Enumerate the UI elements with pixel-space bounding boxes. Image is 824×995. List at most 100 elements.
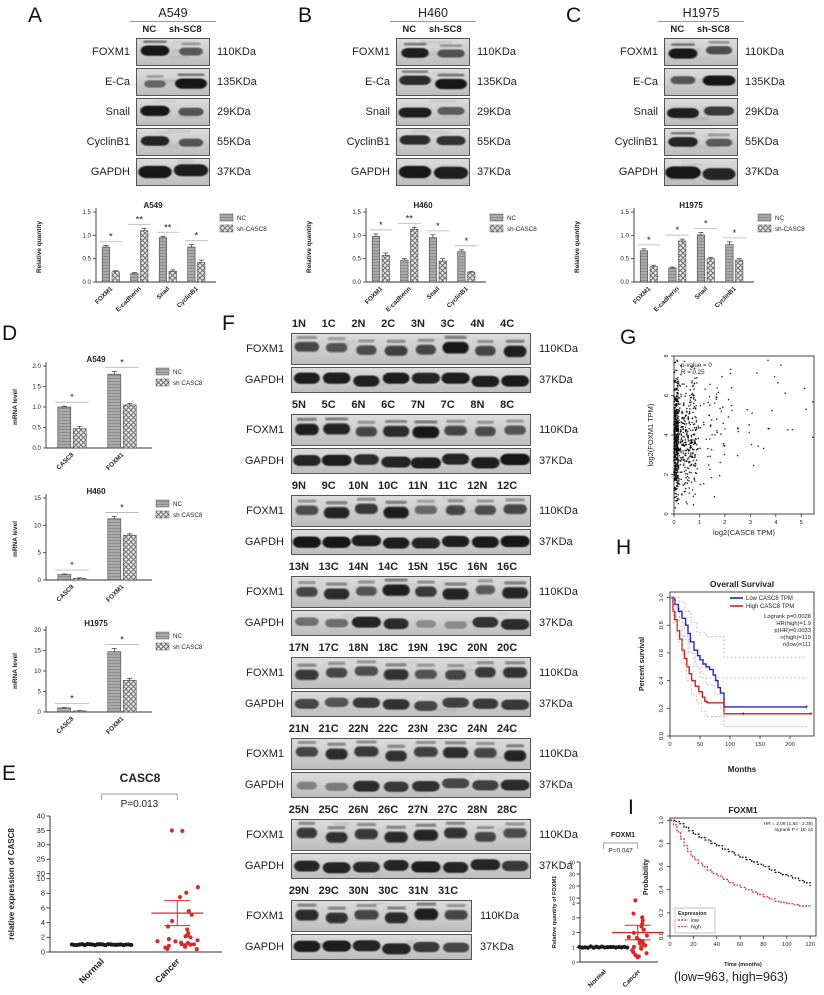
lane-label: 6C	[381, 399, 396, 411]
protein-label: FOXM1	[246, 829, 284, 841]
svg-text:Cancer: Cancer	[153, 956, 182, 985]
svg-text:Relative quantity: Relative quantity	[36, 221, 43, 273]
lane-labels: 13N 13C 14N 14C 15N 15C 16N 16C	[284, 561, 522, 574]
svg-text:HR(high)=1.9: HR(high)=1.9	[776, 621, 811, 627]
svg-text:10: 10	[569, 897, 575, 903]
svg-text:+: +	[805, 704, 809, 711]
survival-caption: (low=963, high=963)	[674, 970, 788, 984]
lane-label: 6N	[351, 399, 366, 411]
blot-row: GAPDH 37KDa	[222, 529, 590, 555]
blot-row: E-Ca 135KDa	[298, 68, 534, 96]
lane-label: NC	[670, 24, 685, 35]
svg-text:1.0: 1.0	[659, 594, 665, 602]
lane-label: 16N	[467, 561, 488, 573]
blot-image	[291, 610, 531, 636]
blot-row: GAPDH 37KDa	[222, 691, 590, 717]
svg-text:Logrank p=0.0028: Logrank p=0.0028	[764, 614, 811, 620]
protein-label: FOXM1	[246, 748, 284, 760]
svg-text:5: 5	[38, 689, 42, 696]
svg-text:0.0: 0.0	[659, 932, 665, 940]
svg-text:100: 100	[782, 942, 792, 948]
lane-label: 14N	[348, 561, 369, 573]
kda-label: 110KDa	[217, 46, 256, 58]
svg-text:5: 5	[38, 550, 42, 557]
lane-label: 11N	[408, 480, 428, 492]
svg-text:0.2: 0.2	[659, 909, 665, 917]
svg-text:4: 4	[664, 433, 670, 437]
blot-row: GAPDH 37KDa	[222, 853, 590, 879]
svg-text:0.5: 0.5	[82, 256, 91, 263]
svg-text:0.8: 0.8	[659, 621, 665, 629]
protein-label: Snail	[365, 106, 390, 118]
svg-text:Normal: Normal	[77, 956, 106, 985]
svg-text:8: 8	[664, 354, 670, 357]
lane-labels: 29N 29C 30N 30C 31N 31C	[284, 885, 463, 898]
svg-text:0.4: 0.4	[659, 676, 665, 685]
svg-text:1.0: 1.0	[32, 404, 41, 411]
lane-label: 14C	[378, 561, 399, 573]
lane-label: 4C	[500, 318, 515, 330]
protein-label: FOXM1	[620, 46, 658, 58]
svg-text:5: 5	[800, 520, 803, 526]
svg-text:E-cadherin: E-cadherin	[385, 285, 413, 313]
blot-row: Snail 29KDa	[38, 98, 274, 126]
panel-a-westernblot: A549 NC sh-SC8 FOXM1 110KDa E-Ca 135KDa Snail 29…	[38, 6, 274, 186]
svg-text:15: 15	[34, 495, 41, 502]
svg-text:NC: NC	[507, 215, 517, 222]
protein-label: E-Ca	[632, 76, 658, 88]
svg-text:6: 6	[664, 394, 670, 397]
lane-label: 18C	[378, 642, 399, 654]
svg-text:H1975: H1975	[679, 201, 703, 210]
svg-text:**: **	[406, 213, 414, 224]
svg-text:High CASC8 TPM: High CASC8 TPM	[746, 604, 794, 610]
svg-text:HR = 2.09 (1.84 - 2.39): HR = 2.09 (1.84 - 2.39)	[764, 821, 814, 827]
lane-label: 3C	[440, 318, 455, 330]
h460-protein-quant-chart: 0.0 0.5 1.0 1.5 H460 Relative quantity * FOXM1 *…	[306, 201, 537, 313]
kda-label: 37KDa	[539, 698, 573, 710]
svg-text:NC: NC	[237, 215, 247, 222]
h1975-protein-quant-chart: 0.0 0.5 1.0 1.5 H1975 Relative quantity * FOXM1…	[574, 201, 805, 313]
lane-label: 17C	[318, 642, 339, 654]
blot-group: 25N 25C 26N 26C 27N 27C 28N 28C FOXM1 110KDa GAPDH…	[222, 804, 590, 879]
svg-text:FOXM1: FOXM1	[94, 285, 115, 306]
blot-image	[291, 853, 531, 879]
svg-text:H460: H460	[86, 487, 106, 496]
kda-label: 110KDa	[539, 505, 578, 517]
blot-image	[291, 900, 472, 932]
svg-text:*: *	[647, 235, 651, 246]
svg-text:*: *	[704, 219, 708, 230]
kda-label: 37KDa	[217, 166, 251, 178]
svg-text:*: *	[120, 503, 124, 514]
svg-text:20: 20	[569, 884, 575, 890]
svg-text:R = 0.25: R = 0.25	[681, 369, 705, 376]
blot-group: 21N 21C 22N 22C 23N 23C 24N 24C FOXM1 110KDa GAPDH…	[222, 723, 590, 798]
svg-text:Snail: Snail	[694, 285, 710, 301]
svg-text:0.0: 0.0	[32, 445, 41, 452]
kda-label: 110KDa	[477, 46, 516, 58]
blot-image	[291, 819, 531, 851]
blot-group: 17N 17C 18N 18C 19N 19C 20N 20C FOXM1 110KDa GAPDH…	[222, 642, 590, 717]
panel-a-label: A	[28, 4, 43, 27]
svg-text:0.5: 0.5	[352, 256, 361, 263]
lane-label: 1C	[321, 318, 336, 330]
protein-label: FOXM1	[246, 586, 284, 598]
lane-label: 2C	[381, 318, 396, 330]
svg-text:1.0: 1.0	[82, 232, 91, 239]
svg-text:4: 4	[774, 520, 778, 526]
svg-text:0.6: 0.6	[659, 863, 665, 871]
cell-line-header: H460	[390, 6, 476, 22]
kda-label: 37KDa	[539, 617, 573, 629]
svg-text:FOXM1: FOXM1	[728, 805, 758, 815]
lane-label: 19N	[407, 642, 428, 654]
blot-group: 29N 29C 30N 30C 31N 31C FOXM1 110KDa GAPDH 37KDa	[222, 885, 590, 960]
blot-row: FOXM1 110KDa	[222, 495, 590, 527]
svg-text:1: 1	[698, 520, 701, 526]
svg-text:35: 35	[37, 826, 45, 835]
svg-text:Snail: Snail	[426, 285, 442, 301]
svg-text:p-value = 0: p-value = 0	[681, 362, 712, 369]
blot-image	[291, 367, 531, 393]
lane-label: 8N	[470, 399, 485, 411]
svg-text:*: *	[194, 231, 198, 242]
svg-text:2: 2	[572, 931, 575, 937]
